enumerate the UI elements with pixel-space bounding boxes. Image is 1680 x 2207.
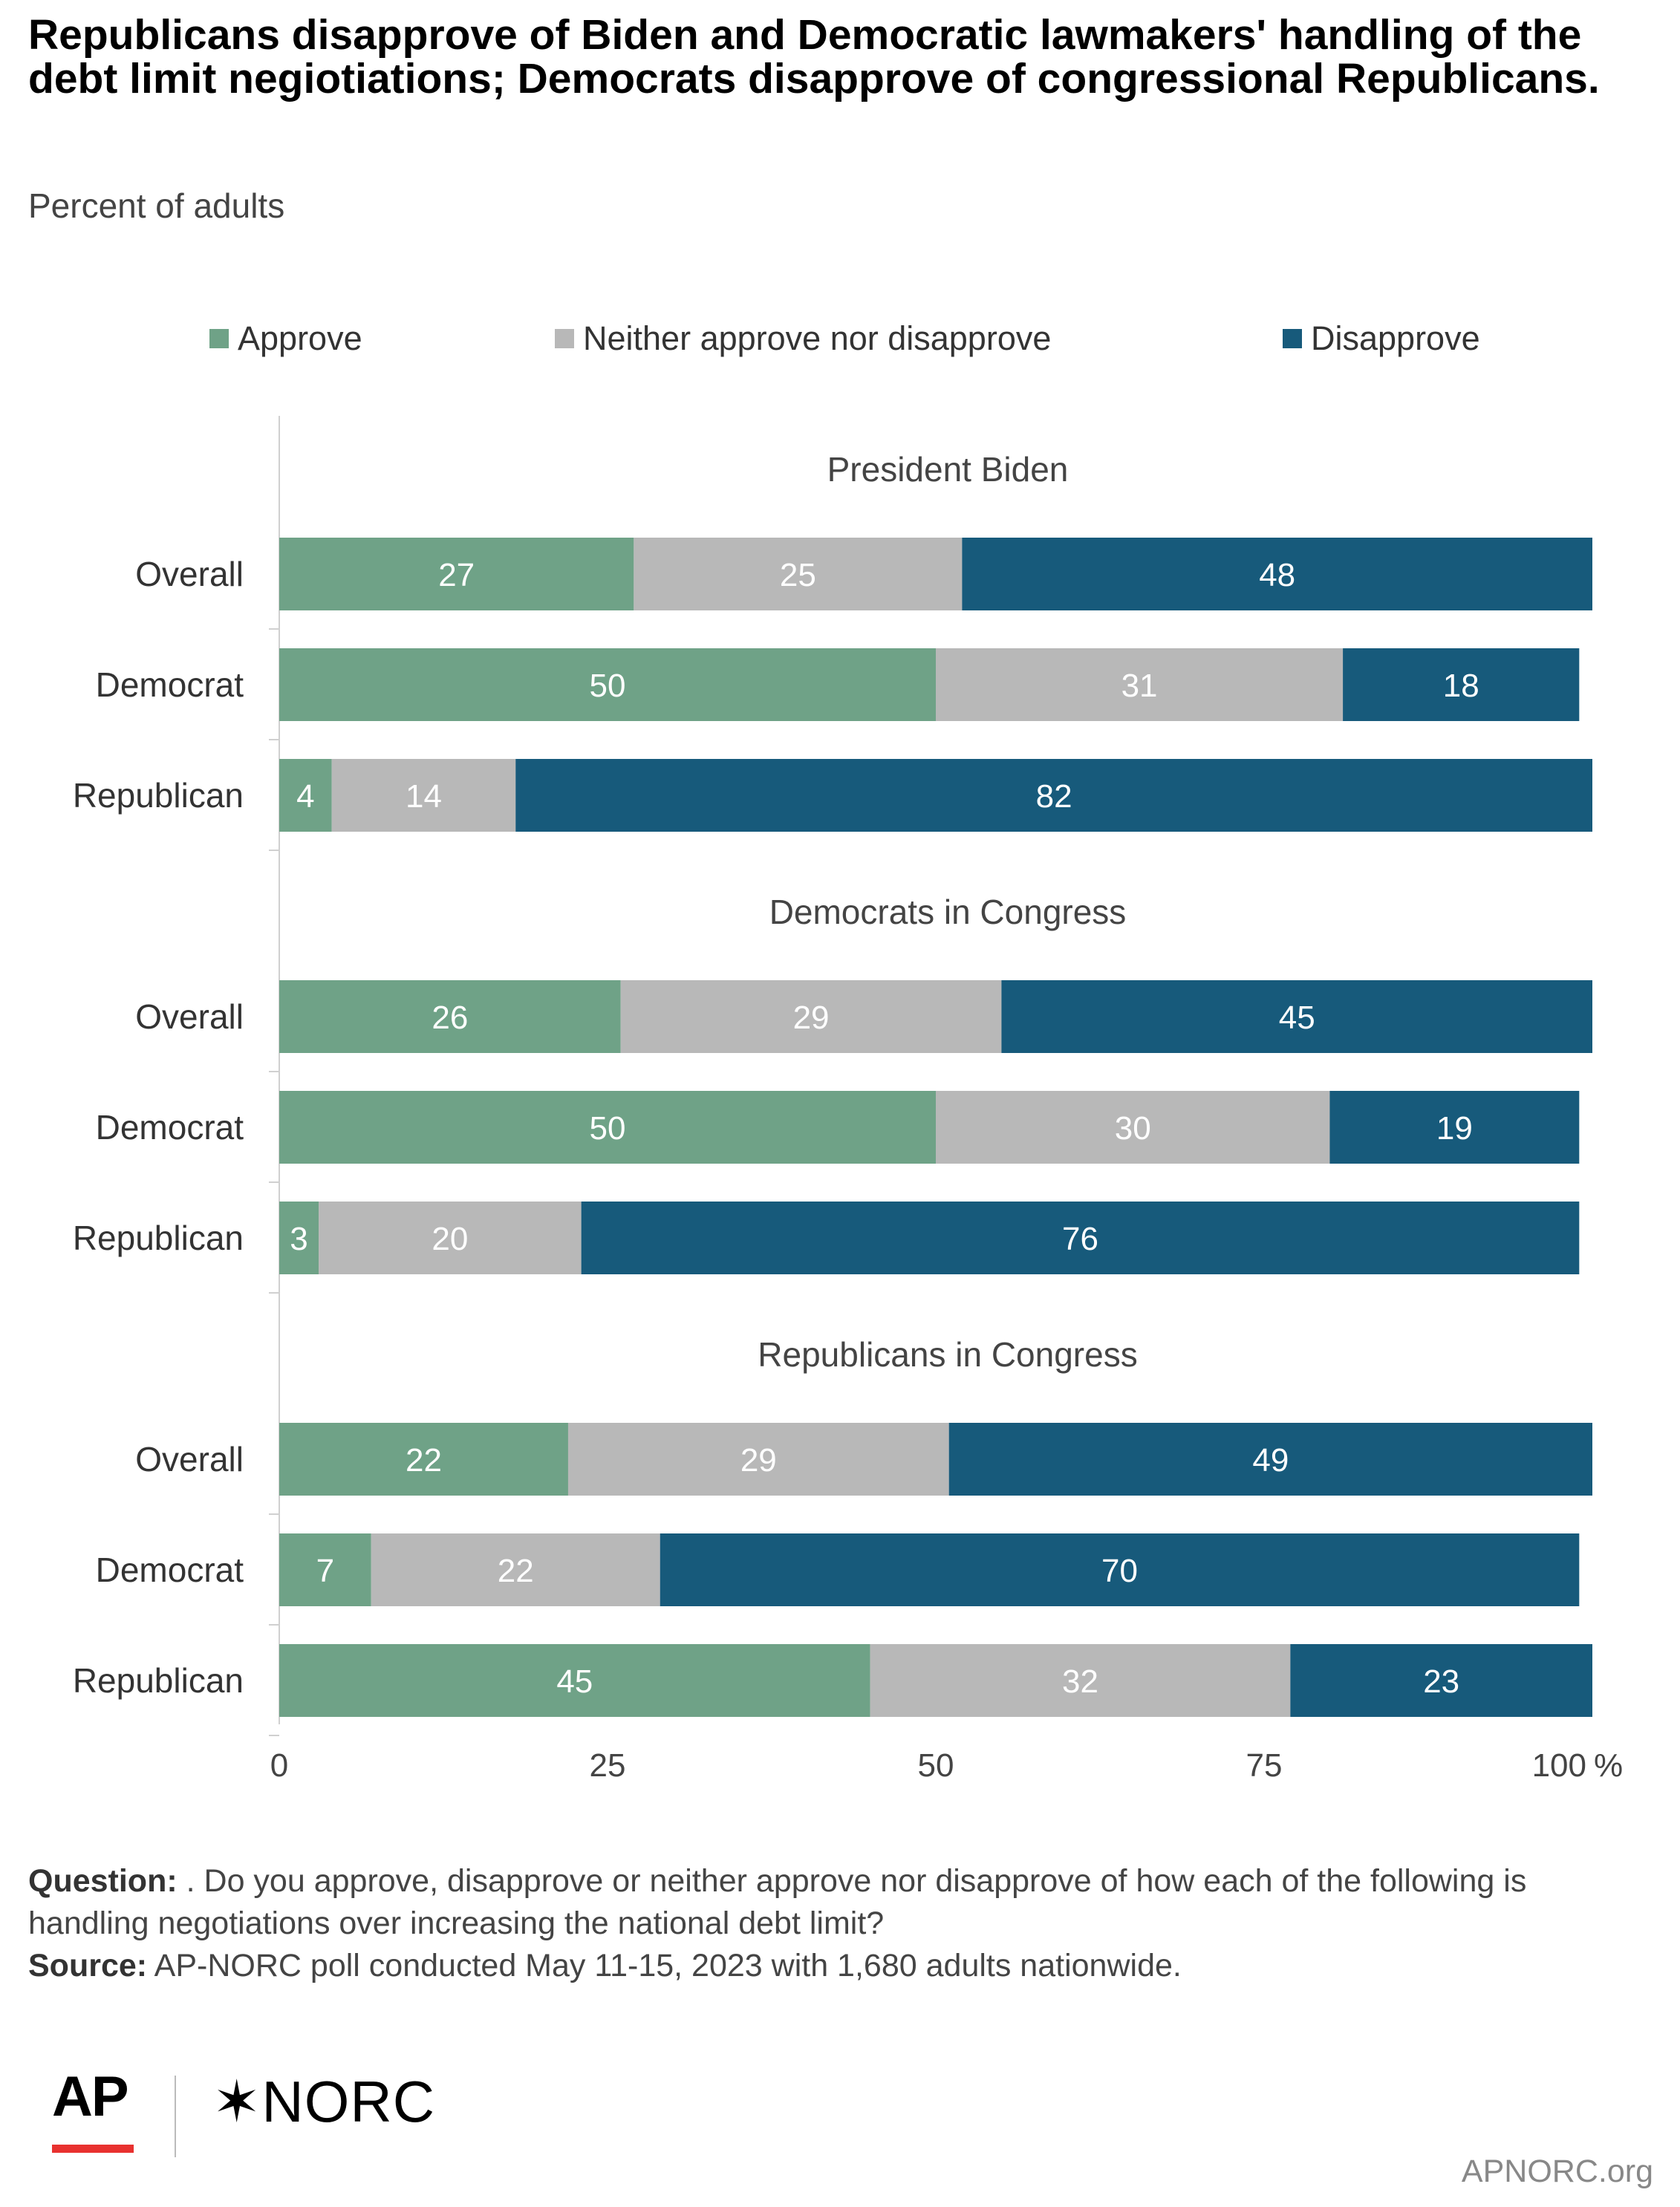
chart-subtitle: Percent of adults xyxy=(28,186,285,225)
data-label: 70 xyxy=(1101,1553,1138,1589)
bar-republicans-in-congress-republican-disapprove xyxy=(1290,1644,1592,1717)
x-tick-label: 100 xyxy=(1532,1747,1586,1784)
source-note: Source: AP-NORC poll conducted May 11-15… xyxy=(28,1945,1655,1987)
row-label-overall: Overall xyxy=(135,555,244,593)
data-label: 23 xyxy=(1423,1663,1459,1700)
ap-logo-underline xyxy=(52,2145,134,2153)
data-label: 45 xyxy=(1279,1000,1315,1036)
legend-label-approve: Approve xyxy=(238,319,362,357)
legend-swatch-neither xyxy=(555,329,574,348)
bar-president-biden-democrat-neither-approve-nor-disapprove xyxy=(936,648,1344,721)
logo-divider xyxy=(175,2076,176,2157)
question-label: Question: xyxy=(28,1863,178,1899)
legend-item-approve: Approve xyxy=(209,319,362,358)
data-label: 4 xyxy=(296,778,314,815)
norc-star-icon: ✶ xyxy=(212,2069,262,2134)
site-url: APNORC.org xyxy=(1461,2154,1653,2189)
legend-label-neither: Neither approve nor disapprove xyxy=(583,319,1052,357)
bar-republicans-in-congress-democrat-disapprove xyxy=(660,1533,1580,1606)
bar-president-biden-republican-disapprove xyxy=(515,759,1592,832)
row-label-republican: Republican xyxy=(73,1219,244,1257)
bar-democrats-in-congress-democrat-neither-approve-nor-disapprove xyxy=(936,1091,1330,1164)
data-label: 49 xyxy=(1252,1442,1289,1479)
bar-president-biden-republican-neither-approve-nor-disapprove xyxy=(331,759,516,832)
x-tick-label: 50 xyxy=(918,1747,954,1784)
row-label-republican: Republican xyxy=(73,1661,244,1700)
row-label-democrat: Democrat xyxy=(96,1108,244,1147)
data-label: 29 xyxy=(793,1000,830,1036)
data-label: 50 xyxy=(590,1110,626,1147)
x-tick-label: 25 xyxy=(590,1747,626,1784)
bar-democrats-in-congress-overall-neither-approve-nor-disapprove xyxy=(620,980,1002,1053)
bar-republicans-in-congress-democrat-approve xyxy=(279,1533,371,1606)
data-label: 45 xyxy=(556,1663,593,1700)
legend-item-disapprove: Disapprove xyxy=(1283,319,1480,358)
data-label: 7 xyxy=(316,1553,334,1589)
source-text: AP-NORC poll conducted May 11-15, 2023 w… xyxy=(147,1948,1182,1983)
norc-logo-text: NORC xyxy=(261,2069,436,2134)
row-label-overall: Overall xyxy=(135,997,244,1036)
norc-logo: ✶NORC xyxy=(212,2068,435,2136)
bar-democrats-in-congress-democrat-disapprove xyxy=(1329,1091,1580,1164)
data-label: 76 xyxy=(1062,1221,1098,1257)
data-label: 30 xyxy=(1115,1110,1151,1147)
bar-republicans-in-congress-republican-approve xyxy=(279,1644,870,1717)
data-label: 14 xyxy=(406,778,442,815)
row-label-overall: Overall xyxy=(135,1440,244,1479)
data-label: 20 xyxy=(432,1221,468,1257)
data-label: 22 xyxy=(498,1553,534,1589)
row-label-democrat: Democrat xyxy=(96,1551,244,1589)
bar-president-biden-democrat-disapprove xyxy=(1343,648,1580,721)
data-label: 18 xyxy=(1443,668,1479,704)
chart-notes: Question: . Do you approve, disapprove o… xyxy=(28,1860,1655,1987)
legend-label-disapprove: Disapprove xyxy=(1311,319,1480,357)
bar-democrats-in-congress-overall-approve xyxy=(279,980,621,1053)
question-text: . Do you approve, disapprove or neither … xyxy=(28,1863,1527,1941)
data-label: 29 xyxy=(740,1442,777,1479)
group-title-democrats-in-congress: Democrats in Congress xyxy=(769,893,1127,931)
data-label: 26 xyxy=(432,1000,468,1036)
x-tick-label: 75 xyxy=(1246,1747,1283,1784)
data-label: 25 xyxy=(780,557,816,593)
bar-republicans-in-congress-republican-neither-approve-nor-disapprove xyxy=(870,1644,1291,1717)
bar-democrats-in-congress-overall-disapprove xyxy=(1001,980,1592,1053)
data-label: 48 xyxy=(1259,557,1295,593)
row-label-republican: Republican xyxy=(73,776,244,815)
bar-republicans-in-congress-overall-neither-approve-nor-disapprove xyxy=(567,1423,949,1496)
bar-president-biden-overall-approve xyxy=(279,538,634,610)
data-label: 32 xyxy=(1062,1663,1098,1700)
group-title-president-biden: President Biden xyxy=(827,450,1069,489)
bar-president-biden-overall-neither-approve-nor-disapprove xyxy=(634,538,963,610)
legend: Approve Neither approve nor disapprove D… xyxy=(0,319,1680,361)
bar-republicans-in-congress-democrat-neither-approve-nor-disapprove xyxy=(371,1533,660,1606)
source-label: Source: xyxy=(28,1948,148,1983)
data-label: 27 xyxy=(438,557,475,593)
legend-swatch-approve xyxy=(209,329,229,348)
bar-republicans-in-congress-overall-disapprove xyxy=(948,1423,1592,1496)
ap-logo: AP xyxy=(52,2065,129,2128)
data-label: 82 xyxy=(1036,778,1072,815)
legend-item-neither: Neither approve nor disapprove xyxy=(555,319,1051,358)
data-label: 22 xyxy=(406,1442,442,1479)
data-label: 3 xyxy=(290,1221,307,1257)
bar-democrats-in-congress-republican-approve xyxy=(279,1202,319,1274)
chart-title: Republicans disapprove of Biden and Demo… xyxy=(28,11,1600,102)
bar-democrats-in-congress-republican-neither-approve-nor-disapprove xyxy=(319,1202,582,1274)
bar-democrats-in-congress-republican-disapprove xyxy=(581,1202,1580,1274)
bar-president-biden-republican-approve xyxy=(279,759,332,832)
bar-republicans-in-congress-overall-approve xyxy=(279,1423,568,1496)
legend-swatch-disapprove xyxy=(1283,329,1302,348)
bar-president-biden-overall-disapprove xyxy=(962,538,1592,610)
bar-democrats-in-congress-democrat-approve xyxy=(279,1091,936,1164)
data-label: 50 xyxy=(590,668,626,704)
question-note: Question: . Do you approve, disapprove o… xyxy=(28,1860,1655,1945)
data-label: 19 xyxy=(1436,1110,1473,1147)
row-label-democrat: Democrat xyxy=(96,665,244,704)
x-tick-label: 0 xyxy=(270,1747,288,1784)
x-axis-unit: % xyxy=(1594,1747,1623,1784)
data-label: 31 xyxy=(1121,668,1158,704)
group-title-republicans-in-congress: Republicans in Congress xyxy=(758,1335,1137,1374)
bar-president-biden-democrat-approve xyxy=(279,648,936,721)
